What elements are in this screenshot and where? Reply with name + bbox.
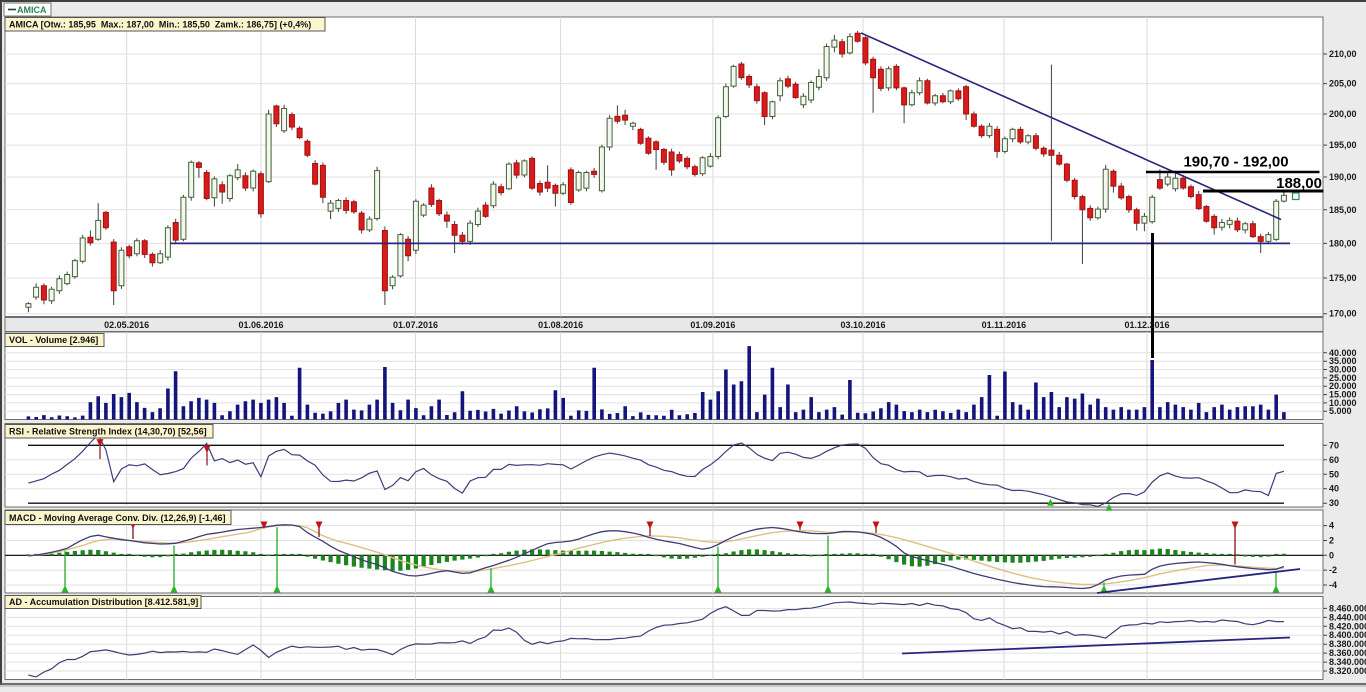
- svg-text:195,00: 195,00: [1329, 140, 1357, 150]
- svg-text:188,00: 188,00: [1276, 175, 1322, 192]
- svg-text:MACD - Moving Average Conv. Di: MACD - Moving Average Conv. Div. (12,26,…: [9, 513, 226, 523]
- svg-text:170,00: 170,00: [1329, 309, 1357, 319]
- svg-text:190,70 - 192,00: 190,70 - 192,00: [1183, 154, 1288, 171]
- svg-text:2: 2: [1329, 536, 1334, 546]
- svg-text:20.000: 20.000: [1329, 381, 1357, 391]
- svg-text:01.07.2016: 01.07.2016: [393, 320, 438, 330]
- svg-text:8.380.000: 8.380.000: [1329, 639, 1366, 649]
- svg-text:-4: -4: [1329, 580, 1337, 590]
- svg-text:5.000: 5.000: [1329, 406, 1352, 416]
- svg-text:8.400.000: 8.400.000: [1329, 630, 1366, 640]
- svg-text:200,00: 200,00: [1329, 109, 1357, 119]
- svg-text:AD - Accumulation Distribution: AD - Accumulation Distribution [8.412.58…: [9, 597, 198, 607]
- svg-text:175,00: 175,00: [1329, 273, 1357, 283]
- svg-text:8.440.000: 8.440.000: [1329, 612, 1366, 622]
- svg-text:AMICA: AMICA: [17, 5, 47, 15]
- svg-text:35.000: 35.000: [1329, 356, 1357, 366]
- svg-text:0: 0: [1329, 550, 1334, 560]
- svg-text:15.000: 15.000: [1329, 390, 1357, 400]
- svg-text:01.06.2016: 01.06.2016: [238, 320, 283, 330]
- svg-text:01.11.2016: 01.11.2016: [982, 320, 1027, 330]
- svg-text:8.340.000: 8.340.000: [1329, 657, 1366, 667]
- svg-text:8.360.000: 8.360.000: [1329, 648, 1366, 658]
- svg-text:RSI - Relative Strength Index: RSI - Relative Strength Index (14,30,70)…: [9, 427, 207, 437]
- svg-text:70: 70: [1329, 440, 1339, 450]
- svg-text:AMICA [Otw.: 185,95 Max.: 187: AMICA [Otw.: 185,95 Max.: 187,00 Min.: 1…: [9, 20, 311, 30]
- svg-text:01.12.2016: 01.12.2016: [1124, 320, 1169, 330]
- svg-text:25.000: 25.000: [1329, 373, 1357, 383]
- svg-text:40: 40: [1329, 484, 1339, 494]
- svg-text:190,00: 190,00: [1329, 172, 1357, 182]
- svg-text:8.320.000: 8.320.000: [1329, 666, 1366, 676]
- svg-text:-2: -2: [1329, 565, 1337, 575]
- svg-text:VOL - Volume [2.946]: VOL - Volume [2.946]: [9, 335, 98, 345]
- svg-text:4: 4: [1329, 521, 1334, 531]
- svg-text:185,00: 185,00: [1329, 205, 1357, 215]
- svg-text:8.460.000: 8.460.000: [1329, 603, 1366, 613]
- svg-text:210,00: 210,00: [1329, 49, 1357, 59]
- svg-text:30.000: 30.000: [1329, 365, 1357, 375]
- svg-text:30: 30: [1329, 498, 1339, 508]
- svg-text:8.420.000: 8.420.000: [1329, 621, 1366, 631]
- svg-text:01.08.2016: 01.08.2016: [538, 320, 583, 330]
- svg-text:40.000: 40.000: [1329, 348, 1357, 358]
- svg-text:60: 60: [1329, 455, 1339, 465]
- svg-text:10.000: 10.000: [1329, 398, 1357, 408]
- svg-text:03.10.2016: 03.10.2016: [840, 320, 885, 330]
- svg-text:205,00: 205,00: [1329, 79, 1357, 89]
- svg-text:50: 50: [1329, 469, 1339, 479]
- svg-text:180,00: 180,00: [1329, 238, 1357, 248]
- svg-text:01.09.2016: 01.09.2016: [690, 320, 735, 330]
- svg-text:02.05.2016: 02.05.2016: [104, 320, 149, 330]
